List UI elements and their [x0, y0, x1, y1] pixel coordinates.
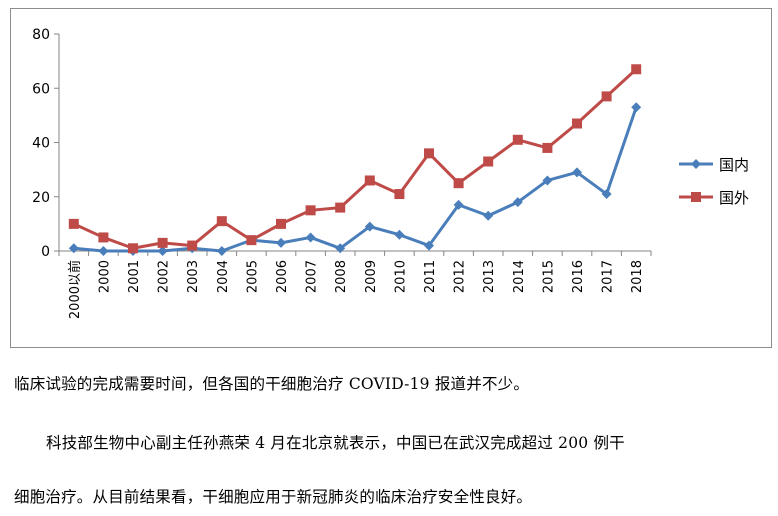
x-tick-label: 2012: [453, 260, 468, 293]
x-tick-label: 2010: [393, 260, 408, 293]
x-tick-label: 2018: [630, 260, 645, 293]
series-line-国外: [73, 68, 638, 250]
data-point: [572, 118, 582, 129]
paragraph-1: 临床试验的完成需要时间，但各国的干细胞治疗 COVID-19 报道并不少。: [14, 375, 530, 393]
data-point: [68, 218, 79, 229]
data-point: [98, 246, 109, 256]
data-point: [542, 175, 553, 186]
x-tick-label: 2001: [127, 260, 142, 293]
data-point: [631, 102, 642, 113]
data-point: [424, 240, 434, 251]
data-point: [512, 134, 523, 145]
data-point: [216, 246, 227, 256]
data-point: [601, 189, 612, 200]
x-tick-label: 2004: [216, 260, 231, 293]
data-point: [276, 237, 286, 248]
x-tick-label: 2002: [157, 260, 172, 293]
y-tick-label: 40: [32, 136, 50, 152]
y-tick-label: 80: [32, 27, 50, 43]
data-point: [483, 210, 494, 221]
data-point: [512, 197, 523, 208]
data-point: [364, 175, 375, 186]
data-point: [276, 218, 286, 229]
data-point: [394, 189, 405, 200]
y-tick-label: 0: [41, 244, 50, 260]
paragraph-3: 细胞治疗。从目前结果看，干细胞应用于新冠肺炎的临床治疗安全性良好。: [14, 488, 533, 506]
y-tick-label: 20: [32, 190, 50, 206]
x-tick-label: 2015: [541, 260, 556, 293]
data-point: [483, 156, 494, 167]
data-point: [157, 246, 168, 256]
x-tick-label: 2007: [305, 260, 320, 293]
x-tick-label: 2009: [364, 260, 379, 293]
data-point: [542, 142, 553, 153]
data-point: [364, 221, 375, 232]
x-tick-label: 2008: [334, 260, 349, 293]
data-point: [335, 243, 346, 254]
data-point: [216, 216, 227, 227]
x-tick-label: 2011: [423, 260, 438, 293]
data-point: [157, 237, 168, 248]
chart-frame: 0 20 40 60 80 2000以前 2000 2001 2002 2003 2004 2005 2…: [10, 8, 772, 348]
legend-label: 国内: [719, 156, 749, 174]
data-point: [246, 235, 257, 246]
data-point: [98, 232, 109, 243]
data-point: [187, 240, 198, 251]
x-tick-label: 2005: [245, 260, 260, 293]
x-tick-label: 2006: [275, 260, 290, 293]
y-tick-label: 60: [32, 81, 50, 97]
x-tick-label: 2014: [512, 260, 527, 293]
data-point: [453, 178, 464, 189]
x-tick-label: 2000以前: [67, 260, 83, 319]
data-point: [424, 148, 434, 159]
data-point: [453, 199, 464, 210]
x-tick-label: 2000: [97, 260, 112, 293]
data-point: [572, 167, 582, 178]
data-point: [128, 243, 138, 254]
data-point: [394, 229, 405, 240]
x-tick-label: 2013: [482, 260, 497, 293]
data-point: [631, 64, 642, 75]
data-point: [335, 202, 346, 213]
data-point: [68, 243, 79, 254]
series-line-国内: [73, 106, 638, 253]
data-point: [305, 205, 316, 216]
x-tick-label: 2016: [571, 260, 586, 293]
legend-label: 国外: [719, 189, 749, 207]
paragraph-2: 科技部生物中心副主任孙燕荣 4 月在北京就表示，中国已在武汉完成超过 200 例…: [46, 434, 625, 452]
x-tick-label: 2003: [186, 260, 201, 293]
x-tick-label: 2017: [601, 260, 616, 293]
data-point: [601, 91, 612, 102]
data-point: [305, 232, 316, 243]
legend-marker: [691, 159, 701, 169]
legend-marker: [691, 192, 701, 202]
line-chart: 0 20 40 60 80 2000以前 2000 2001 2002 2003 2004 2005 2…: [32, 27, 749, 319]
